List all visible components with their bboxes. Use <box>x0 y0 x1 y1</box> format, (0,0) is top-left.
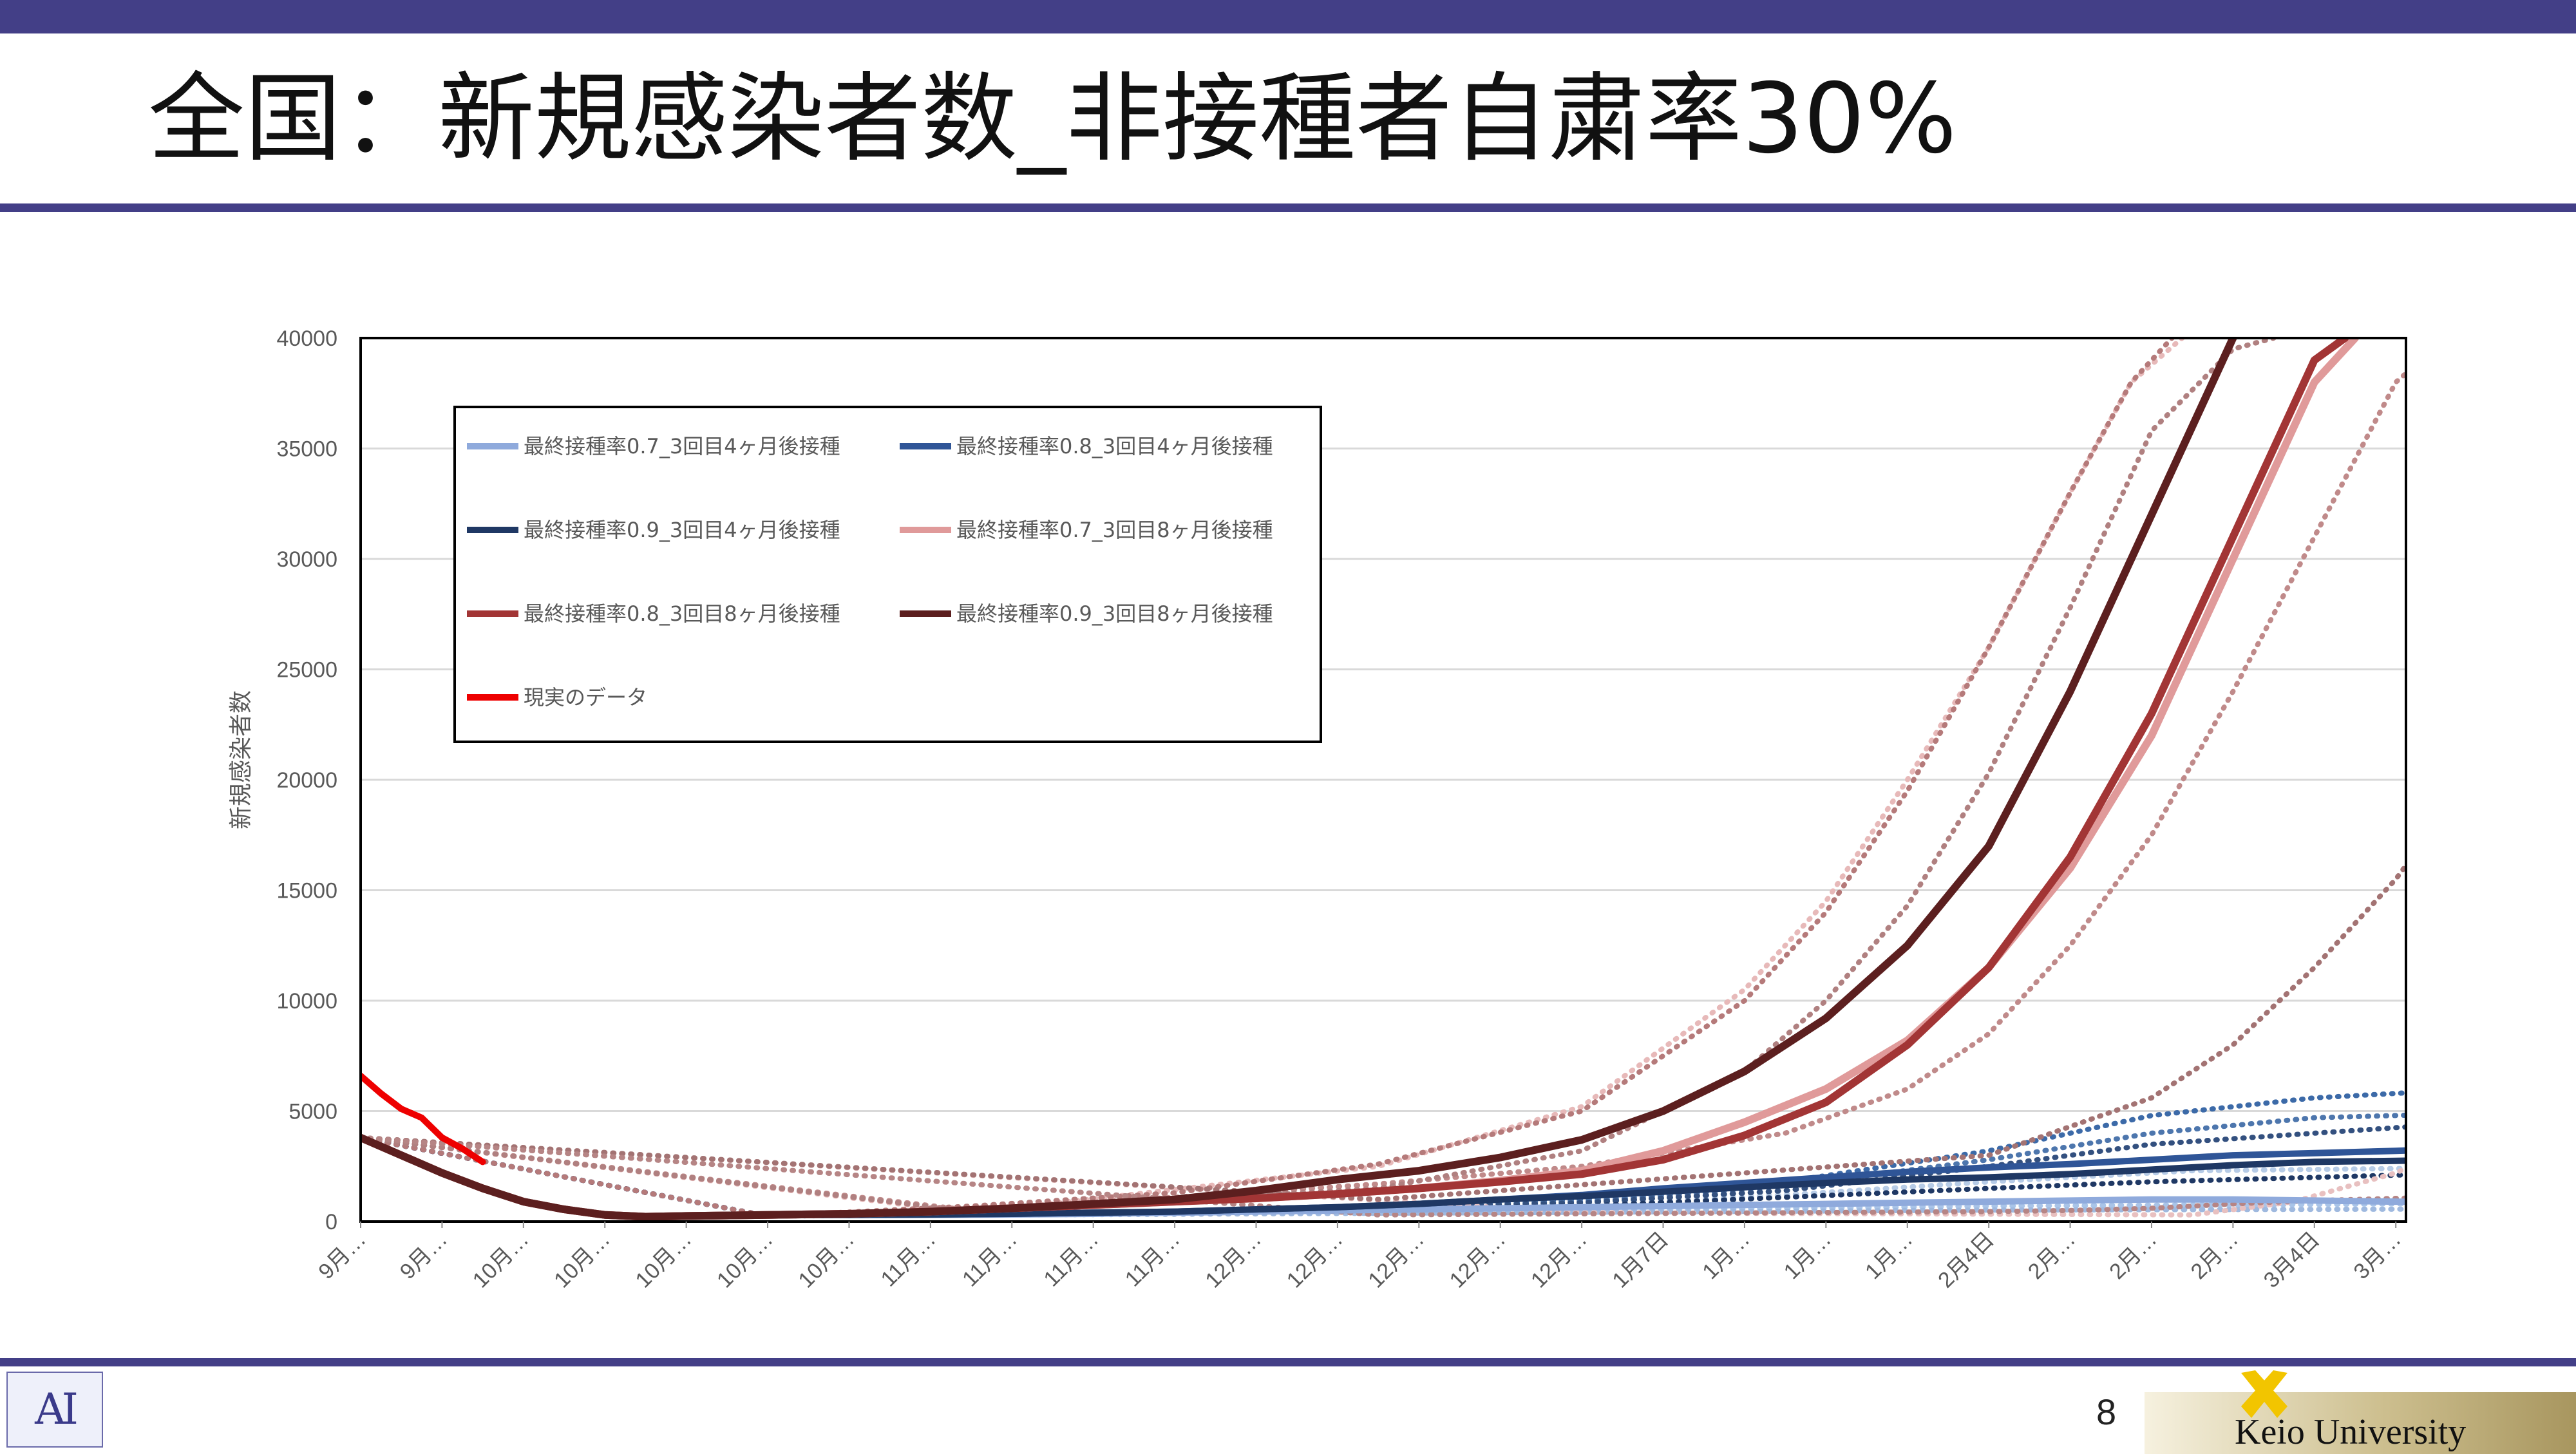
x-tick-label: 12月… <box>1282 1227 1348 1293</box>
dotted-series-line <box>361 1090 2406 1219</box>
x-tick-label: 10月… <box>468 1227 534 1293</box>
legend-label: 最終接種率0.9_3回目8ヶ月後接種 <box>956 601 1273 626</box>
legend: 最終接種率0.7_3回目4ヶ月後接種 最終接種率0.8_3回目4ヶ月後接種最終接種… <box>453 406 1322 743</box>
dotted-series-line <box>361 1135 2406 1218</box>
x-tick-label: 2月4日 <box>1933 1227 1999 1293</box>
y-tick-label: 5000 <box>289 1100 337 1124</box>
pen-emblem-icon <box>2241 1370 2287 1418</box>
slide-title: 全国：新規感染者数_非接種者自粛率30% <box>148 63 1957 175</box>
legend-label: 現実のデータ <box>524 685 647 710</box>
legend-label: 最終接種率0.7_3回目4ヶ月後接種 <box>524 434 840 458</box>
dotted-series-line <box>361 370 2406 1213</box>
x-tick-label: 10月… <box>712 1227 778 1293</box>
x-tick-label: 3月4日 <box>2259 1227 2325 1293</box>
y-tick-labels: 0 5000 10000 15000 20000 25000 30000 35000 40000 <box>276 326 337 1234</box>
university-name: Keio University <box>2235 1412 2467 1452</box>
x-tick-label: 1月… <box>1698 1227 1754 1284</box>
series-line <box>361 338 2237 1221</box>
x-tick-label: 1月… <box>1861 1227 1917 1284</box>
legend-label: 最終接種率0.9_3回目4ヶ月後接種 <box>524 518 840 542</box>
x-tick-label: 11月… <box>1039 1227 1103 1292</box>
x-tick-labels: 9月… 9月… 10月… 10月… 10月… 10月… 10月… 11月… 11月… 11月… 11… <box>314 1222 2406 1292</box>
y-tick-label: 15000 <box>276 879 337 903</box>
x-tick-label: 12月… <box>1526 1227 1592 1293</box>
footer-divider <box>0 1358 2576 1366</box>
dotted-series-line <box>361 1135 2406 1219</box>
x-tick-label: 10月… <box>793 1227 859 1293</box>
series-line <box>361 1072 486 1166</box>
dotted-series-line <box>361 861 2406 1202</box>
x-tick-label: 12月… <box>1200 1227 1266 1293</box>
x-tick-label: 2月… <box>2023 1227 2080 1284</box>
y-tick-label: 10000 <box>276 989 337 1014</box>
x-tick-label: 9月… <box>395 1227 452 1284</box>
y-tick-label: 30000 <box>276 547 337 572</box>
y-axis-label: 新規感染者数 <box>228 690 254 829</box>
x-tick-label: 10月… <box>631 1227 697 1293</box>
legend-label: 最終接種率0.8_3回目8ヶ月後接種 <box>524 601 840 626</box>
x-tick-label: 1月7日 <box>1607 1227 1673 1293</box>
x-tick-label: 11月… <box>1121 1227 1185 1292</box>
x-tick-label: 3月… <box>2349 1227 2406 1284</box>
x-tick-label: 9月… <box>314 1227 370 1284</box>
x-tick-label: 12月… <box>1363 1227 1429 1293</box>
y-tick-label: 35000 <box>276 437 337 462</box>
page-number: 8 <box>2096 1392 2117 1432</box>
dotted-series-line <box>361 338 2175 1219</box>
lab-logo-text: AI <box>35 1384 79 1434</box>
x-tick-label: 11月… <box>876 1227 941 1292</box>
x-tick-label: 10月… <box>549 1227 615 1293</box>
title-divider <box>0 203 2576 212</box>
y-tick-label: 40000 <box>276 326 337 351</box>
x-tick-label: 2月… <box>2186 1227 2243 1284</box>
x-tick-label: 1月… <box>1779 1227 1836 1284</box>
x-tick-label: 12月… <box>1445 1227 1511 1293</box>
y-tick-label: 20000 <box>276 768 337 793</box>
top-accent-bar <box>0 0 2576 33</box>
x-tick-label: 11月… <box>958 1227 1022 1292</box>
legend-label: 最終接種率0.8_3回目4ヶ月後接種 <box>956 434 1273 458</box>
y-tick-label: 0 <box>325 1210 337 1234</box>
lab-logo: AI <box>6 1372 103 1448</box>
plot-frame <box>359 337 2407 1223</box>
x-tick-label: 2月… <box>2105 1227 2161 1284</box>
legend-label: 最終接種率0.7_3回目8ヶ月後接種 <box>956 518 1273 542</box>
series-lines <box>361 338 2406 1221</box>
university-banner <box>2145 1392 2576 1454</box>
y-tick-label: 25000 <box>276 658 337 683</box>
legend-box <box>453 406 1322 743</box>
